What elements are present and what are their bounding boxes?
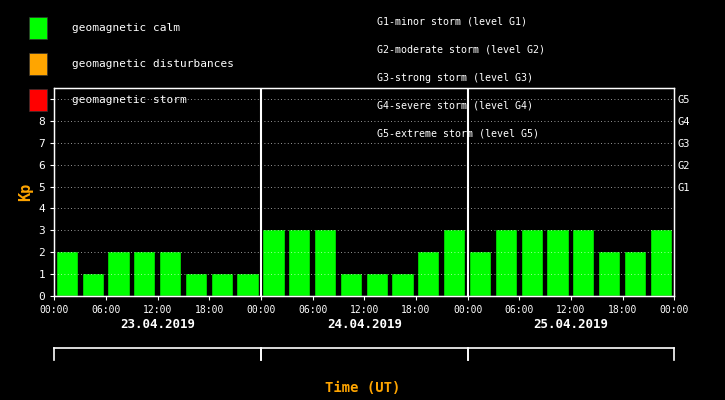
Bar [341, 274, 362, 296]
Bar [315, 230, 336, 296]
Bar [57, 252, 78, 296]
Bar [470, 252, 491, 296]
Bar [263, 230, 284, 296]
Text: geomagnetic calm: geomagnetic calm [72, 23, 181, 33]
Text: G5-extreme storm (level G5): G5-extreme storm (level G5) [377, 129, 539, 139]
Bar [521, 230, 543, 296]
Text: geomagnetic storm: geomagnetic storm [72, 95, 187, 105]
Text: Time (UT): Time (UT) [325, 381, 400, 395]
Text: geomagnetic disturbances: geomagnetic disturbances [72, 59, 234, 69]
Y-axis label: Kp: Kp [18, 183, 33, 201]
Bar [547, 230, 568, 296]
Bar [496, 230, 517, 296]
Text: 25.04.2019: 25.04.2019 [534, 318, 608, 330]
Bar [392, 274, 414, 296]
Text: 23.04.2019: 23.04.2019 [120, 318, 195, 330]
Text: G1-minor storm (level G1): G1-minor storm (level G1) [377, 17, 527, 27]
Bar [444, 230, 465, 296]
Bar [625, 252, 646, 296]
Bar [238, 274, 259, 296]
Text: 24.04.2019: 24.04.2019 [327, 318, 402, 330]
Bar [367, 274, 388, 296]
Bar [108, 252, 130, 296]
Bar [83, 274, 104, 296]
Bar [651, 230, 672, 296]
Bar [418, 252, 439, 296]
Bar [289, 230, 310, 296]
Bar [186, 274, 207, 296]
Bar [599, 252, 621, 296]
Bar [212, 274, 233, 296]
Bar [134, 252, 155, 296]
Text: G3-strong storm (level G3): G3-strong storm (level G3) [377, 73, 533, 83]
Bar [573, 230, 594, 296]
Text: G2-moderate storm (level G2): G2-moderate storm (level G2) [377, 45, 545, 55]
Bar [160, 252, 181, 296]
Text: G4-severe storm (level G4): G4-severe storm (level G4) [377, 101, 533, 111]
